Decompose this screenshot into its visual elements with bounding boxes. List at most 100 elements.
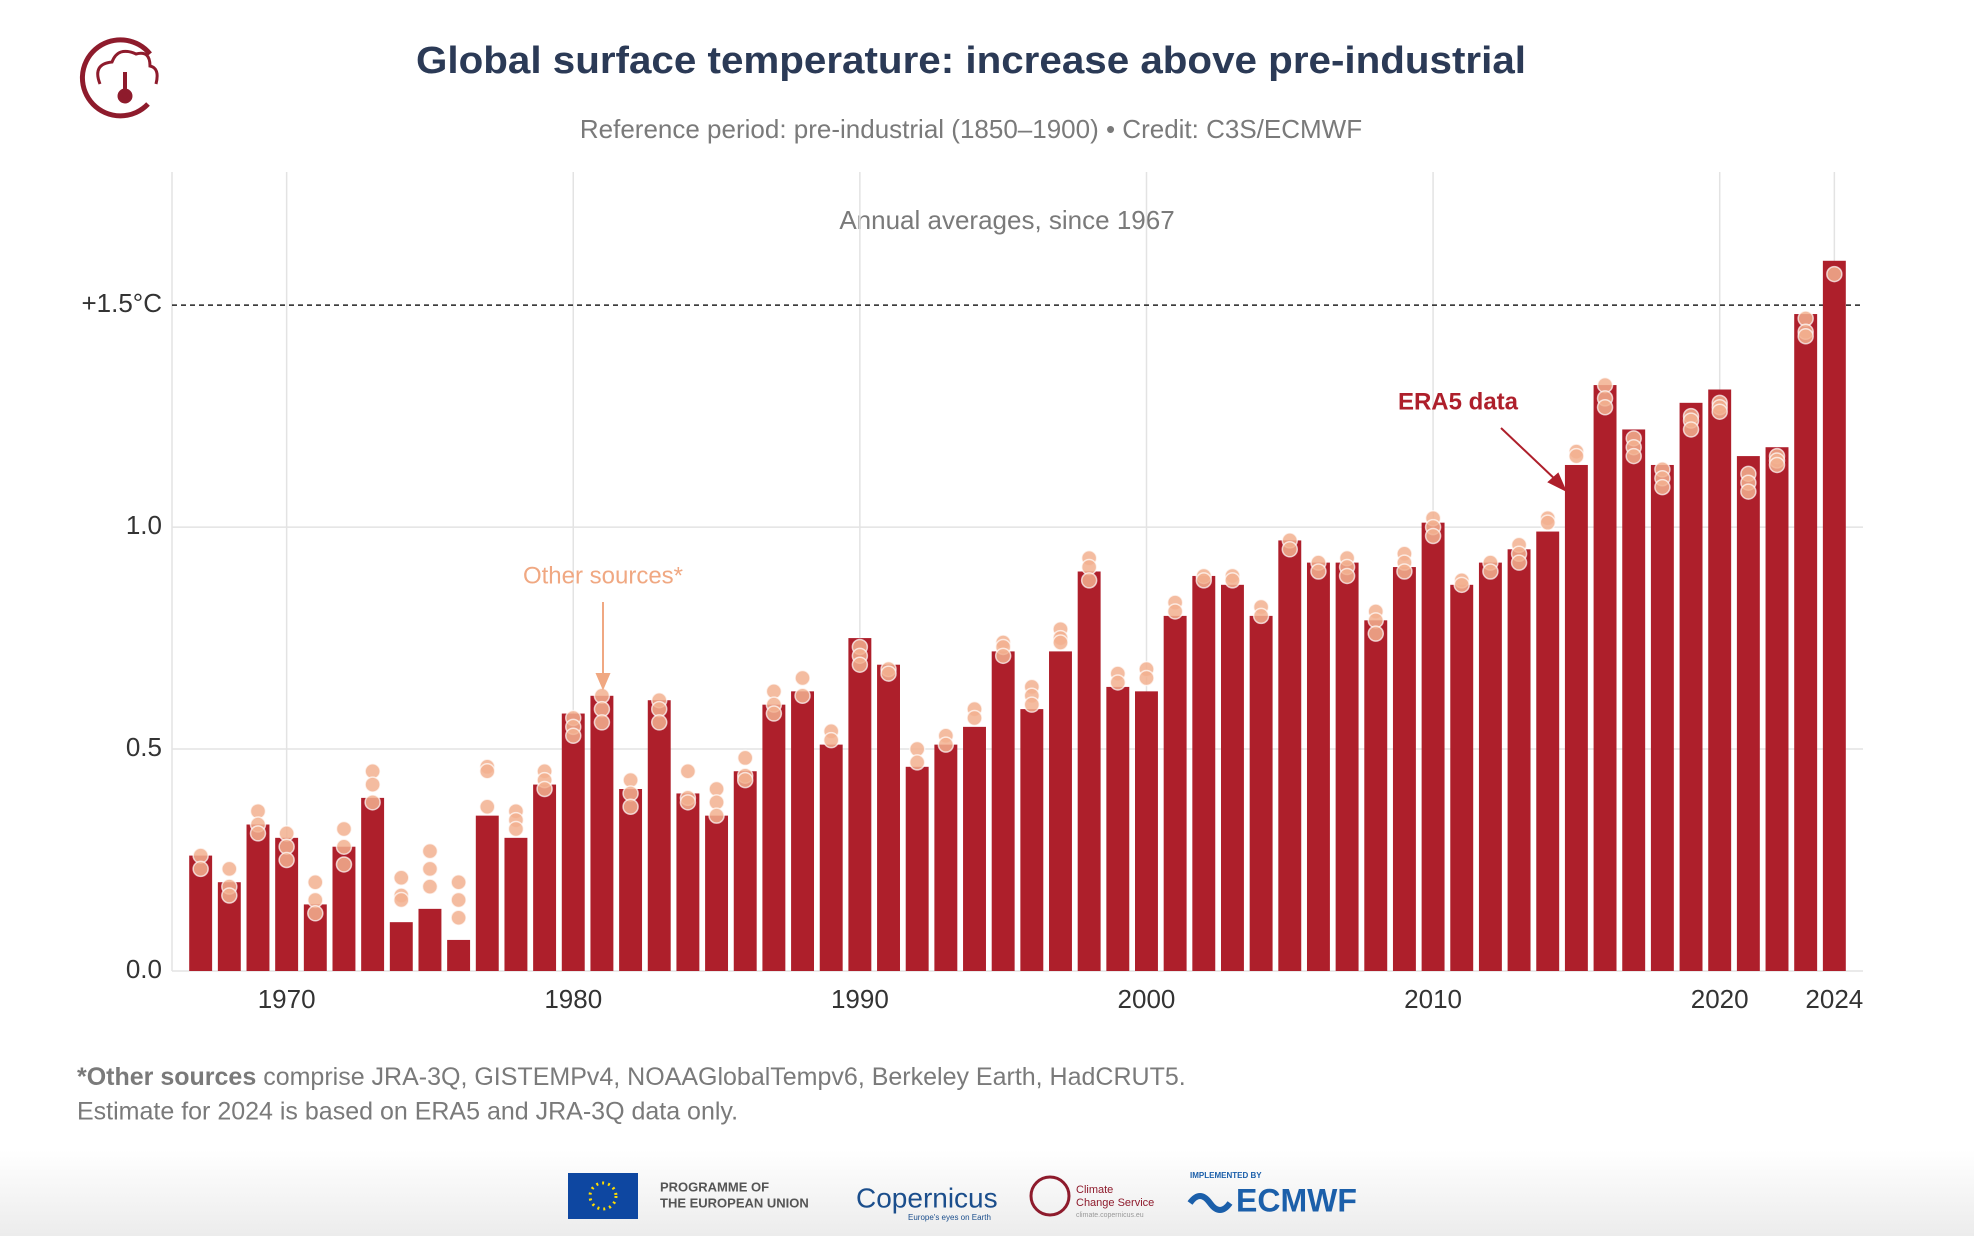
other-source-dot bbox=[765, 705, 783, 722]
other-source-dot bbox=[880, 665, 897, 682]
other-source-dot bbox=[1768, 456, 1786, 474]
x-tick-label: 2020 bbox=[1691, 984, 1749, 1014]
other-source-dot bbox=[1654, 478, 1671, 496]
bar bbox=[189, 855, 213, 971]
other-source-dot bbox=[679, 794, 697, 811]
other-source-dot bbox=[1023, 696, 1041, 713]
other-source-dot bbox=[221, 887, 238, 904]
bar bbox=[647, 700, 671, 971]
bar bbox=[905, 766, 929, 971]
chart-title: Global surface temperature: increase abo… bbox=[416, 40, 1526, 82]
bar bbox=[361, 797, 385, 971]
bar bbox=[1622, 429, 1646, 971]
other-source-dot bbox=[221, 860, 238, 878]
y-tick-label: +1.5°C bbox=[81, 288, 162, 318]
other-source-dot bbox=[335, 856, 353, 873]
other-source-dot bbox=[708, 807, 725, 824]
bar bbox=[418, 908, 442, 971]
other-source-dot bbox=[650, 714, 668, 731]
other-source-dot bbox=[507, 820, 525, 838]
bar bbox=[1679, 402, 1703, 971]
other-source-dot bbox=[1596, 399, 1614, 416]
series-label: ERA5 data bbox=[1398, 388, 1519, 415]
other-source-dot bbox=[1568, 447, 1585, 465]
bar bbox=[1163, 615, 1187, 971]
logo-text: IMPLEMENTED BY bbox=[1190, 1171, 1262, 1180]
bar bbox=[1249, 615, 1273, 971]
other-source-dot bbox=[479, 763, 496, 780]
bar bbox=[676, 793, 700, 971]
footnote: Estimate for 2024 is based on ERA5 and J… bbox=[77, 1098, 738, 1126]
other-source-dot bbox=[937, 736, 955, 753]
other-source-dot bbox=[1826, 265, 1843, 283]
bar bbox=[447, 939, 471, 971]
other-source-dot bbox=[393, 891, 410, 909]
bar bbox=[1278, 540, 1302, 971]
logo-text: Europe's eyes on Earth bbox=[908, 1213, 991, 1222]
bar bbox=[303, 904, 327, 971]
other-source-dot bbox=[794, 687, 811, 705]
other-source-dot bbox=[1138, 669, 1155, 687]
logo-text: ECMWF bbox=[1236, 1182, 1357, 1218]
bar bbox=[1822, 260, 1846, 971]
bar bbox=[1478, 562, 1502, 971]
footer-band bbox=[0, 1150, 1974, 1236]
other-source-dot bbox=[335, 838, 353, 855]
bar bbox=[1765, 447, 1789, 971]
logo-text: PROGRAMME OF bbox=[660, 1179, 769, 1194]
bar bbox=[332, 846, 356, 971]
other-source-dot bbox=[1711, 403, 1728, 420]
other-source-dot bbox=[364, 776, 381, 793]
bar bbox=[504, 837, 528, 971]
bar bbox=[1135, 691, 1158, 971]
other-source-dot bbox=[1166, 603, 1184, 620]
bar bbox=[1536, 531, 1560, 971]
x-tick-label: 2000 bbox=[1118, 984, 1176, 1014]
other-source-dot bbox=[593, 714, 611, 731]
x-tick-label: 2010 bbox=[1404, 984, 1462, 1014]
other-source-dot bbox=[335, 820, 353, 838]
logo-text: Climate bbox=[1076, 1184, 1113, 1196]
other-source-dot bbox=[1682, 421, 1700, 438]
bar bbox=[819, 744, 843, 971]
other-source-dot bbox=[1625, 447, 1642, 465]
other-source-dot bbox=[1080, 572, 1098, 589]
other-source-dot bbox=[278, 851, 295, 869]
other-source-dot bbox=[1310, 563, 1327, 580]
other-source-dot bbox=[307, 905, 324, 922]
bar bbox=[246, 824, 270, 971]
bar bbox=[1708, 389, 1732, 971]
y-tick-label: 0.0 bbox=[126, 954, 162, 984]
other-source-dot bbox=[364, 794, 381, 811]
bar bbox=[991, 651, 1015, 971]
logo-text: THE EUROPEAN UNION bbox=[660, 1195, 809, 1210]
chart-subtitle: Reference period: pre-industrial (1850–1… bbox=[580, 114, 1362, 144]
other-source-dot bbox=[450, 909, 467, 926]
bar bbox=[1593, 385, 1617, 972]
other-source-dot bbox=[1109, 674, 1127, 691]
bar bbox=[1564, 464, 1588, 971]
bar bbox=[1364, 620, 1388, 971]
other-source-dot bbox=[966, 709, 983, 727]
other-source-dot bbox=[479, 798, 496, 816]
bar bbox=[1220, 584, 1244, 971]
other-source-dot bbox=[994, 647, 1012, 665]
other-source-dot bbox=[1281, 541, 1299, 558]
other-source-dot bbox=[565, 727, 582, 744]
bar bbox=[1020, 709, 1044, 971]
bar bbox=[1106, 686, 1130, 971]
other-source-dot bbox=[1195, 572, 1213, 589]
logo-text: Change Service bbox=[1076, 1197, 1154, 1209]
bar bbox=[733, 771, 757, 971]
footnote-text: comprise JRA-3Q, GISTEMPv4, NOAAGlobalTe… bbox=[256, 1063, 1185, 1091]
other-source-dot bbox=[421, 860, 439, 878]
logo-text: Copernicus bbox=[856, 1182, 998, 1213]
footer-logos: PROGRAMME OF THE EUROPEAN UNION Copernic… bbox=[568, 1171, 1357, 1222]
bar bbox=[1077, 571, 1101, 971]
other-source-dot bbox=[822, 731, 840, 749]
other-source-dot bbox=[536, 780, 553, 798]
other-source-dot bbox=[1424, 527, 1442, 545]
bar bbox=[217, 882, 241, 971]
bar bbox=[762, 704, 786, 971]
